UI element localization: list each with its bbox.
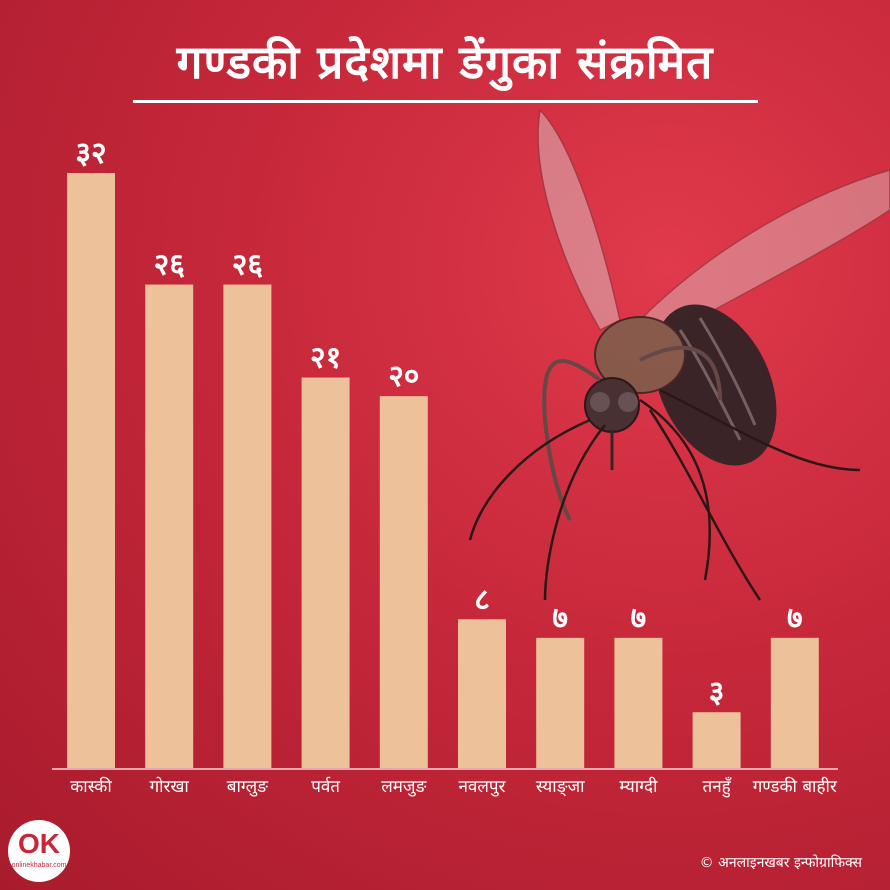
bar-value-label-7: ७ [631,601,647,636]
bar-6 [536,637,585,768]
chart-title: गण्डकी प्रदेशमा डेंगुका संक्रमित [176,35,714,89]
bar-value-label-4: २० [388,359,419,394]
logo-text: onlinekhabar.com [11,862,67,869]
category-label-4: लमजुङ [381,777,427,797]
bar-value-label-2: २६ [232,248,263,283]
category-label-6: स्याङ्जा [535,777,585,797]
logo-mark: OK [18,828,60,859]
bar-value-label-9: ७ [787,601,803,636]
bar-9 [770,637,819,768]
bar-value-label-6: ७ [552,601,568,636]
category-label-7: म्याग्दी [619,777,658,797]
bar-2 [223,284,272,768]
category-label-1: गोरखा [149,777,189,797]
bar-value-label-1: २६ [154,248,185,283]
title-underline [133,100,758,103]
bar-value-label-3: २१ [310,341,341,376]
onlinekhabar-logo: OK onlinekhabar.com [8,820,70,882]
category-label-5: नवलपुर [458,777,506,797]
bar-1 [145,284,194,768]
bar-0 [67,173,115,768]
bar-value-label-5: ८ [474,582,490,617]
category-label-2: बाग्लुङ [226,777,269,797]
category-label-0: कास्की [70,777,112,797]
bar-8 [692,712,741,768]
category-label-8: तनहुँ [702,777,731,797]
bar-4 [379,396,428,768]
bar-7 [614,637,663,768]
bar-5 [458,619,506,768]
bar-value-label-0: ३२ [75,136,106,171]
bar-value-label-8: ३ [709,675,725,710]
credit-text: © अनलाइनखबर इन्फोग्राफिक्स [699,855,862,871]
bar-3 [301,377,350,768]
category-label-9: गण्डकी बाहीर [752,777,837,797]
category-label-3: पर्वत [311,777,340,797]
